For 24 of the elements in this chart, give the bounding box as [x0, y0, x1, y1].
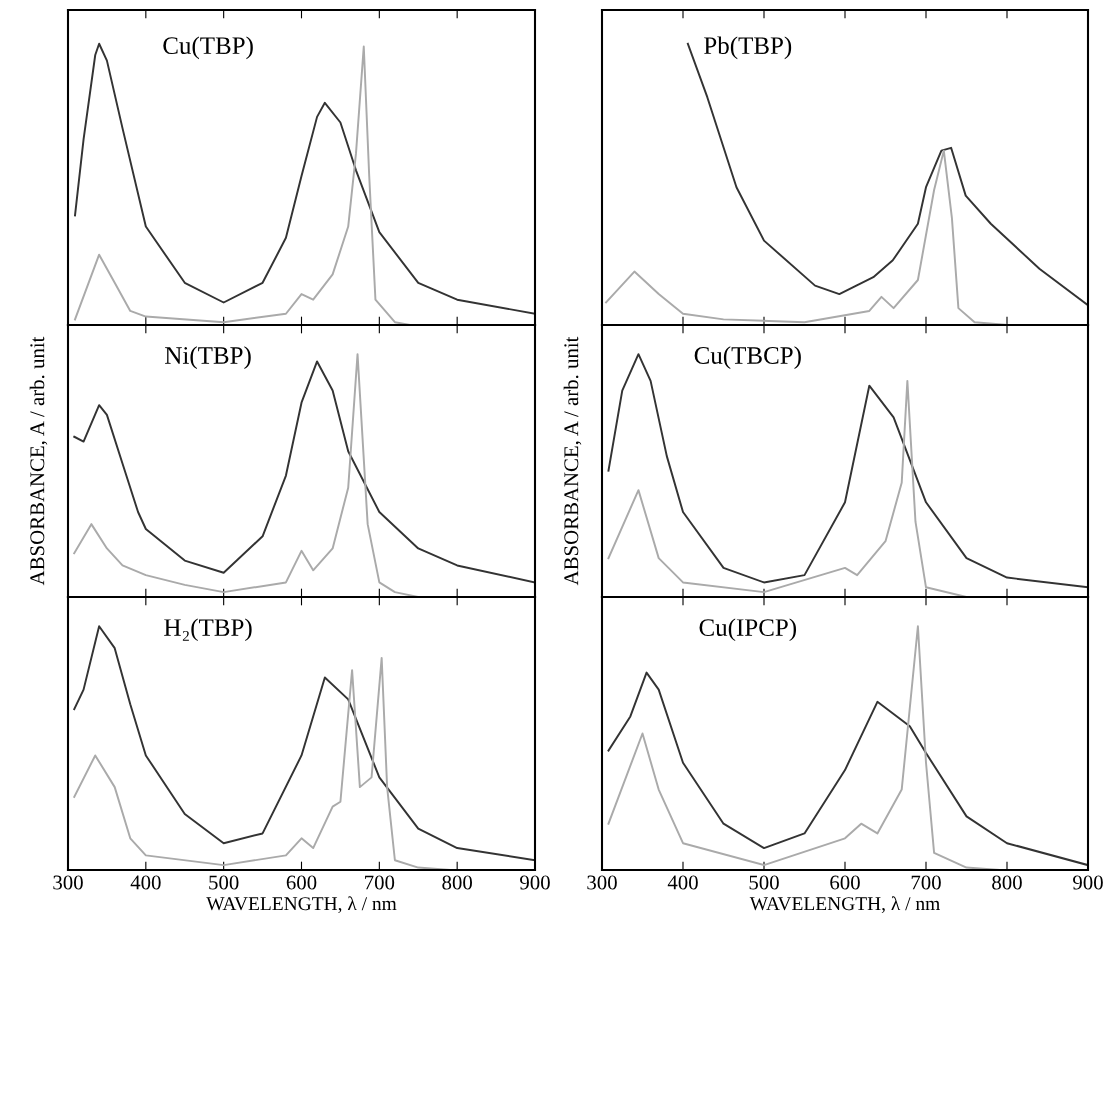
chart-title: Cu(TBP)	[163, 36, 253, 60]
x-tick-label: 400	[130, 875, 161, 890]
x-tick-label: 300	[587, 875, 617, 890]
x-tick-label: 700	[365, 875, 395, 890]
x-tick-label: 700	[911, 875, 941, 890]
x-tick-label: 600	[286, 875, 317, 890]
chart-title: Pb(TBP)	[704, 36, 792, 60]
y-axis-title: ABSORBANCE, A / arb. unit	[29, 336, 48, 586]
x-axis-title: WAVELENGTH, λ / nm	[749, 896, 940, 914]
x-tick-label: 500	[209, 875, 239, 890]
chart-title: Cu(IPCP)	[699, 618, 797, 642]
y-axis-title: ABSORBANCE, A / arb. unit	[563, 336, 582, 586]
x-tick-label: 800	[992, 875, 1022, 890]
x-axis-title: WAVELENGTH, λ / nm	[206, 896, 397, 914]
x-tick-label: 600	[830, 875, 860, 890]
x-tick-label: 300	[53, 875, 83, 890]
x-tick-label: 400	[667, 875, 698, 890]
chart-title: H₂(TBP)	[164, 618, 252, 642]
x-tick-label: 500	[749, 875, 779, 890]
chart-title: Cu(TBCP)	[694, 346, 801, 369]
x-tick-label: 900	[520, 875, 550, 890]
chart-title: Ni(TBP)	[165, 346, 251, 369]
x-tick-label: 800	[442, 875, 472, 890]
x-tick-label: 900	[1073, 875, 1103, 890]
